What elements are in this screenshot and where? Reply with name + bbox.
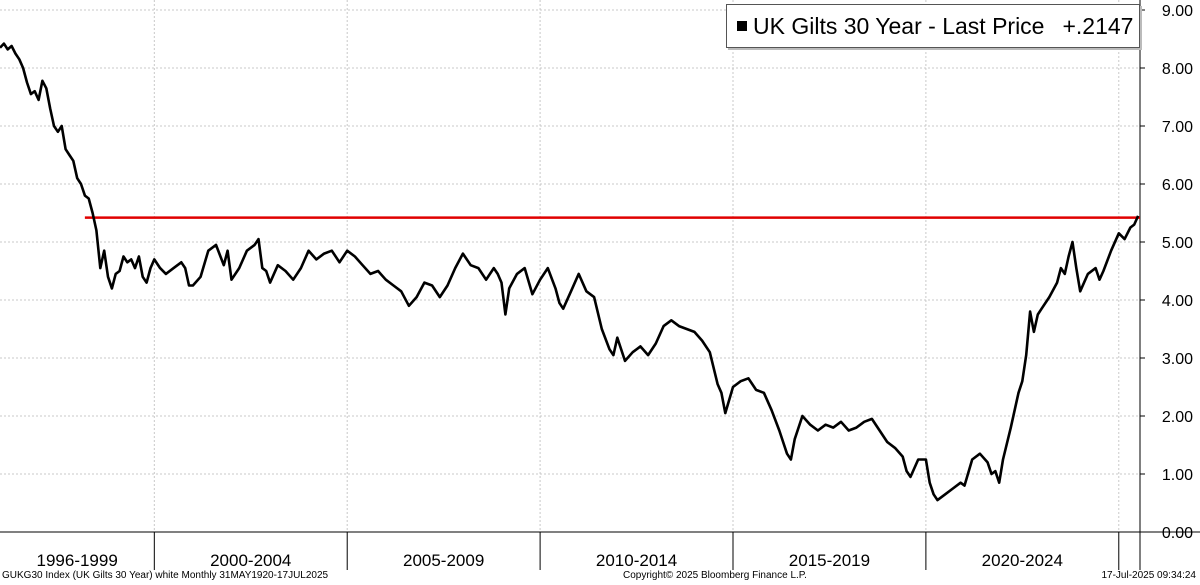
y-tick-label: 2.00: [1162, 409, 1193, 426]
chart-svg: 0.00 1.00 2.00 3.00 4.00 5.00 6.00 7.00 8.00 9.00…: [0, 0, 1200, 570]
x-period-label: 2005-2009: [403, 551, 484, 570]
series-group: [0, 42, 1140, 502]
y-tick-label: 1.00: [1162, 467, 1193, 484]
x-axis: 1996-1999 2000-2004 2005-2009 2010-2014 2015…: [0, 531, 1200, 570]
x-period-label: 2015-2019: [789, 551, 870, 570]
footer-source: GUKG30 Index (UK Gilts 30 Year) white Mo…: [2, 570, 329, 581]
legend-label: UK Gilts 30 Year - Last Price: [753, 12, 1045, 39]
gridlines: [0, 0, 1140, 533]
footer-timestamp: 17-Jul-2025 09:34:24: [1101, 570, 1196, 581]
footer: GUKG30 Index (UK Gilts 30 Year) white Mo…: [0, 570, 1200, 585]
y-tick-label: 7.00: [1162, 119, 1193, 136]
chart-legend: UK Gilts 30 Year - Last Price +.2147: [726, 4, 1140, 48]
y-tick-label: 8.00: [1162, 61, 1193, 78]
legend-swatch: [737, 21, 747, 31]
y-axis: 0.00 1.00 2.00 3.00 4.00 5.00 6.00 7.00 8.00 9.00: [1139, 0, 1193, 570]
y-tick-label: 4.00: [1162, 293, 1193, 310]
x-period-label: 1996-1999: [37, 551, 118, 570]
x-period-label: 2010-2014: [596, 551, 677, 570]
y-tick-label: 9.00: [1162, 3, 1193, 20]
series-line: [0, 42, 1140, 502]
y-tick-label: 3.00: [1162, 351, 1193, 368]
y-tick-label: 6.00: [1162, 177, 1193, 194]
x-period-label: 2020-2024: [982, 551, 1063, 570]
footer-copyright: Copyright© 2025 Bloomberg Finance L.P.: [623, 570, 807, 581]
y-tick-label: 0.00: [1162, 525, 1193, 542]
legend-value: +.2147: [1062, 12, 1134, 39]
y-tick-label: 5.00: [1162, 235, 1193, 252]
x-period-label: 2000-2004: [210, 551, 291, 570]
